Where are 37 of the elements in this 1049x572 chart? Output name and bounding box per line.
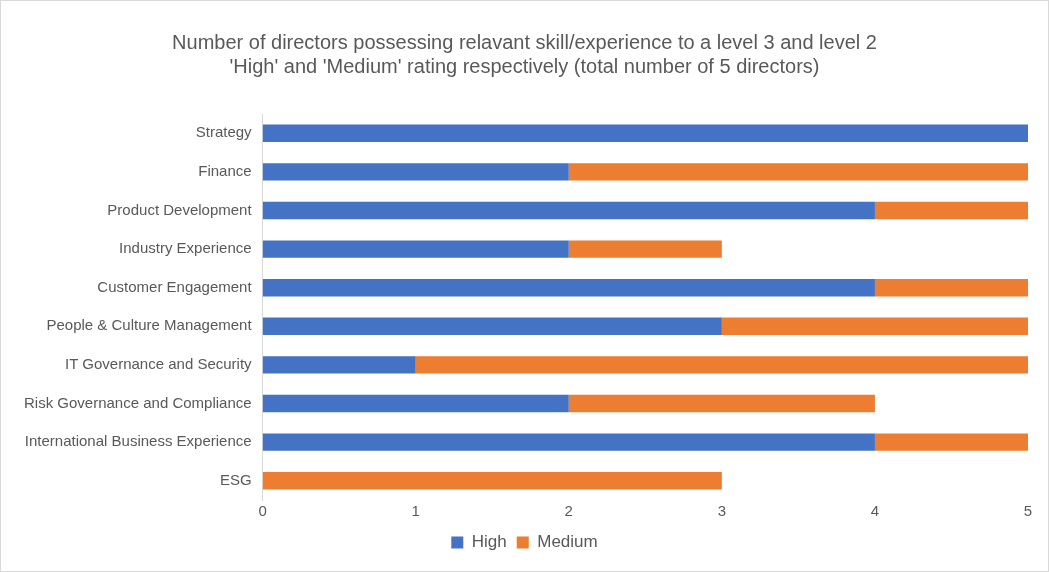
- x-tick-label: 5: [1023, 502, 1033, 520]
- bar: [262, 317, 722, 335]
- bar: [262, 163, 569, 181]
- legend-label: Medium: [537, 532, 598, 552]
- bar: [262, 433, 875, 451]
- y-tick-label: IT Governance and Security: [65, 355, 253, 373]
- bar: [415, 356, 1028, 374]
- bar: [568, 163, 1028, 181]
- y-tick-label: Customer Engagement: [97, 277, 253, 295]
- bar: [568, 240, 722, 258]
- y-tick-label: Risk Governance and Compliance: [23, 393, 252, 411]
- y-tick-label: Industry Experience: [119, 239, 252, 257]
- y-tick-label: People & Culture Management: [46, 316, 253, 334]
- bar: [262, 356, 416, 374]
- bar: [568, 394, 875, 413]
- bar: [262, 472, 722, 490]
- x-tick-label: 2: [564, 502, 573, 520]
- bar: [262, 124, 1028, 142]
- bar: [874, 201, 1028, 220]
- bar: [721, 317, 1028, 335]
- legend-label: High: [471, 532, 507, 552]
- y-tick-label: ESG: [219, 470, 252, 488]
- x-tick-label: 1: [411, 502, 420, 520]
- chart-title: Number of directors possessing relavant skill/experience to a level 3 and level 2 'High' and 'Medium' rating respectively (total number of 5 directors): [172, 30, 877, 77]
- y-tick-label: International Business Experience: [24, 432, 252, 450]
- bar: [262, 201, 875, 220]
- bar: [262, 279, 875, 297]
- bar: [874, 279, 1028, 297]
- bar: [262, 394, 569, 413]
- x-tick-label: 0: [258, 502, 267, 520]
- bar: [262, 240, 569, 258]
- y-tick-label: Strategy: [195, 123, 253, 141]
- x-tick-label: 4: [870, 502, 880, 520]
- x-tick-label: 3: [717, 502, 727, 520]
- y-tick-label: Product Development: [107, 200, 253, 218]
- y-tick-label: Finance: [198, 162, 252, 180]
- bar: [874, 433, 1028, 451]
